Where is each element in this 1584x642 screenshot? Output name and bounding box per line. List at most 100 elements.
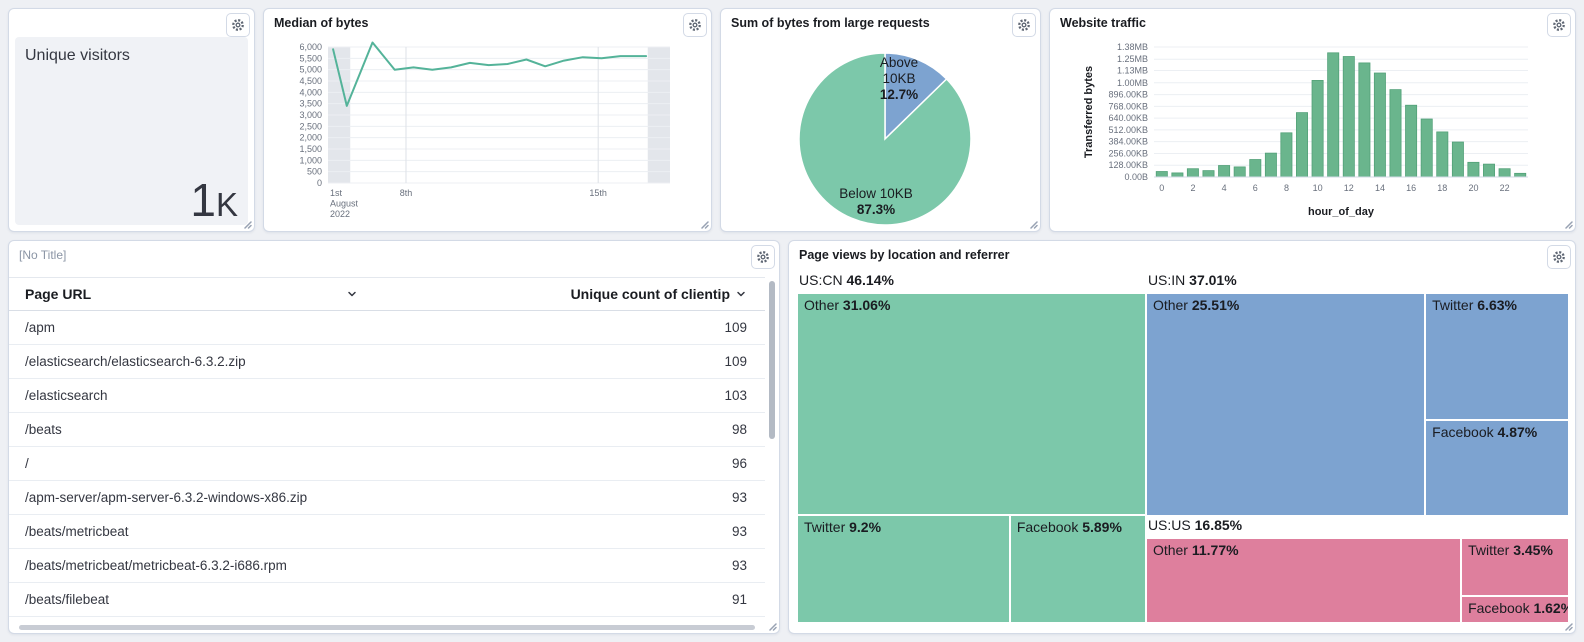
- axis-tick-label: 500: [307, 167, 322, 177]
- axis-tick-label: 16: [1406, 183, 1416, 193]
- gear-icon[interactable]: [1547, 245, 1571, 269]
- axis-tick-label: 896.00KB: [1108, 90, 1148, 100]
- treemap-group-children: Other 31.06% Twitter 9.2% Facebook 5.89%: [797, 293, 1146, 623]
- gear-icon: [232, 19, 244, 31]
- y-axis-title: Transferred bytes: [1083, 66, 1095, 158]
- column-header-page-url[interactable]: Page URL: [9, 286, 364, 302]
- axis-tick-label: 0: [317, 178, 322, 188]
- traffic-bar-hour-13[interactable]: [1358, 62, 1371, 178]
- vertical-scrollbar[interactable]: [769, 281, 775, 439]
- chevron-down-icon[interactable]: [346, 288, 358, 300]
- treemap-block-us-in-facebook[interactable]: Facebook 4.87%: [1425, 420, 1569, 516]
- traffic-bar-hour-0[interactable]: [1155, 171, 1168, 178]
- cell-page-url: /beats: [25, 422, 62, 437]
- treemap-block-us-us-other[interactable]: Other 11.77%: [1145, 537, 1462, 623]
- gear-icon[interactable]: [1012, 13, 1036, 37]
- traffic-bar-hour-1[interactable]: [1171, 172, 1184, 178]
- traffic-bar-hour-15[interactable]: [1389, 89, 1402, 178]
- resize-handle-icon[interactable]: [1028, 219, 1038, 229]
- gear-icon[interactable]: [1547, 13, 1571, 37]
- traffic-bar-hour-14[interactable]: [1373, 72, 1386, 178]
- horizontal-scrollbar[interactable]: [19, 625, 755, 630]
- gear-icon[interactable]: [751, 245, 775, 269]
- treemap-group-us-in: US:IN 37.01% Other 25.51% Twitter 6.63% Fac…: [1145, 271, 1569, 516]
- treemap-block-us-in-twitter[interactable]: Twitter 6.63%: [1425, 293, 1569, 421]
- pie-slice-above-10kb[interactable]: [884, 52, 948, 141]
- resize-handle-icon[interactable]: [767, 621, 777, 631]
- panel-sum-of-bytes-large-requests: Sum of bytes from large requests Above 1…: [720, 8, 1041, 232]
- metric-number: 1: [190, 174, 216, 226]
- cell-page-url: /: [25, 456, 29, 471]
- traffic-bar-hour-18[interactable]: [1436, 131, 1449, 178]
- traffic-bar-hour-20[interactable]: [1467, 161, 1480, 178]
- website-traffic-chart: 0.00B128.00KB256.00KB384.00KB512.00KB640…: [1083, 42, 1528, 218]
- column-label: Page URL: [25, 286, 92, 302]
- cell-unique-count: 109: [724, 354, 747, 369]
- table-body: /apm 109/elasticsearch/elasticsearch-6.3.…: [9, 311, 765, 617]
- treemap-block-us-us-facebook[interactable]: Facebook 1.62%: [1461, 595, 1569, 623]
- table-row: /apm-server/apm-server-6.3.2-windows-x86…: [9, 481, 765, 515]
- treemap-block-us-us-twitter[interactable]: Twitter 3.45%: [1461, 537, 1569, 596]
- cell-unique-count: 98: [731, 422, 747, 437]
- table-header: Page URL Unique count of clientip: [9, 277, 765, 311]
- axis-tick-label: 2,500: [299, 121, 322, 131]
- column-label: Unique count of clientip: [570, 286, 730, 302]
- column-header-unique-count[interactable]: Unique count of clientip: [364, 286, 765, 302]
- traffic-bar-hour-6[interactable]: [1249, 159, 1262, 178]
- treemap-block-us-cn-facebook[interactable]: Facebook 5.89%: [1009, 515, 1146, 623]
- axis-tick-label: 128.00KB: [1108, 160, 1148, 170]
- chevron-down-icon[interactable]: [735, 288, 747, 300]
- gear-icon[interactable]: [226, 13, 250, 37]
- gear-icon[interactable]: [683, 13, 707, 37]
- traffic-bar-hour-2[interactable]: [1186, 168, 1199, 178]
- axis-tick-label: 5,000: [299, 65, 322, 75]
- pie-slice-below-10kb[interactable]: [798, 52, 972, 226]
- cell-unique-count: 103: [724, 388, 747, 403]
- axis-tick-label: 1.25MB: [1117, 54, 1148, 64]
- traffic-bar-hour-19[interactable]: [1451, 141, 1464, 178]
- axis-tick-label: 14: [1375, 183, 1385, 193]
- resize-handle-icon[interactable]: [699, 219, 709, 229]
- traffic-bar-hour-5[interactable]: [1233, 166, 1246, 178]
- axis-tick-label: 1,000: [299, 155, 322, 165]
- axis-tick-label: 8: [1284, 183, 1289, 193]
- traffic-bar-hour-12[interactable]: [1342, 56, 1355, 178]
- treemap-block-us-cn-other[interactable]: Other 31.06%: [797, 293, 1146, 516]
- resize-handle-icon[interactable]: [1563, 621, 1573, 631]
- axis-tick-label: 2022: [330, 209, 350, 219]
- panel-page-views-treemap: Page views by location and referrer US:C…: [788, 240, 1576, 634]
- axis-tick-label: August: [330, 199, 359, 209]
- panel-unique-visitors: Unique visitors 1K: [8, 8, 255, 232]
- traffic-bar-hour-4[interactable]: [1218, 165, 1231, 178]
- axis-tick-label: 22: [1500, 183, 1510, 193]
- cell-unique-count: 93: [731, 524, 747, 539]
- median-bytes-line[interactable]: [332, 41, 648, 107]
- axis-tick-label: 0: [1159, 183, 1164, 193]
- traffic-bar-hour-10[interactable]: [1311, 80, 1324, 178]
- traffic-bar-hour-3[interactable]: [1202, 170, 1215, 178]
- traffic-bar-hour-21[interactable]: [1483, 163, 1495, 178]
- traffic-bar-hour-8[interactable]: [1280, 132, 1293, 178]
- treemap-block-us-in-other[interactable]: Other 25.51%: [1145, 293, 1426, 516]
- axis-tick-label: 512.00KB: [1108, 125, 1148, 135]
- axis-tick-label: 4: [1222, 183, 1227, 193]
- cell-page-url: /beats/filebeat: [25, 592, 110, 607]
- traffic-bar-hour-7[interactable]: [1264, 152, 1277, 178]
- traffic-bar-hour-17[interactable]: [1420, 118, 1433, 178]
- cell-unique-count: 109: [724, 320, 747, 335]
- table-row: /beats/metricbeat 93: [9, 515, 765, 549]
- axis-tick-label: 0.00B: [1124, 172, 1148, 182]
- table-row: /beats/filebeat 91: [9, 583, 765, 617]
- traffic-bar-hour-11[interactable]: [1327, 52, 1340, 178]
- traffic-bar-hour-23[interactable]: [1514, 172, 1527, 178]
- axis-tick-label: 3,500: [299, 99, 322, 109]
- cell-page-url: /apm-server/apm-server-6.3.2-windows-x86…: [25, 490, 308, 505]
- axis-tick-label: 6: [1253, 183, 1258, 193]
- traffic-bar-hour-22[interactable]: [1498, 168, 1511, 178]
- traffic-bar-hour-16[interactable]: [1405, 104, 1418, 178]
- resize-handle-icon[interactable]: [1563, 219, 1573, 229]
- traffic-bar-hour-9[interactable]: [1296, 112, 1308, 178]
- resize-handle-icon[interactable]: [242, 219, 252, 229]
- treemap-block-us-cn-twitter[interactable]: Twitter 9.2%: [797, 515, 1010, 623]
- axis-tick-label: 256.00KB: [1108, 148, 1148, 158]
